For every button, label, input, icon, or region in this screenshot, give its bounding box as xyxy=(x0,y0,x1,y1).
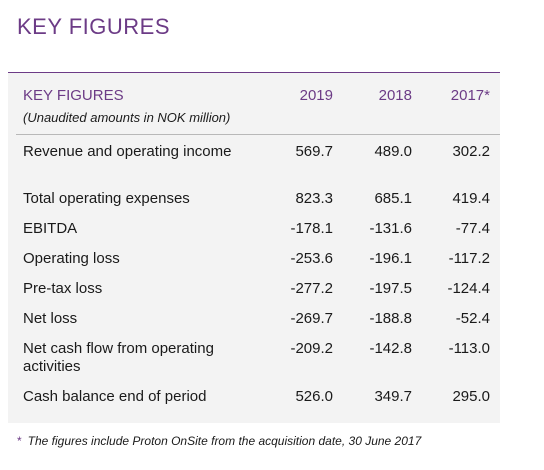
cell-revenue-2019: 569.7 xyxy=(295,143,333,160)
cell-cash-balance-2019: 526.0 xyxy=(295,388,333,405)
cell-cash-balance-2018: 349.7 xyxy=(374,388,412,405)
key-figures-table: KEY FIGURES (Unaudited amounts in NOK mi… xyxy=(8,72,500,423)
header-divider xyxy=(16,134,500,135)
cell-pre-tax-loss-2019: -277.2 xyxy=(290,280,333,297)
cell-net-cash-flow-2018: -142.8 xyxy=(369,340,412,357)
cell-cash-balance-2017: 295.0 xyxy=(452,388,490,405)
row-label-net-cash-flow: Net cash flow from operating activities xyxy=(23,340,214,375)
row-label-total-operating-expenses: Total operating expenses xyxy=(23,190,190,207)
cell-pre-tax-loss-2018: -197.5 xyxy=(369,280,412,297)
cell-ebitda-2017: -77.4 xyxy=(455,220,490,237)
cell-opex-2019: 823.3 xyxy=(295,190,333,207)
cell-revenue-2018: 489.0 xyxy=(374,143,412,160)
footnote-marker: * xyxy=(17,434,22,448)
row-label-cash-balance: Cash balance end of period xyxy=(23,388,207,405)
column-header-2018: 2018 xyxy=(378,87,412,104)
cell-ebitda-2018: -131.6 xyxy=(369,220,412,237)
cell-operating-loss-2018: -196.1 xyxy=(369,250,412,267)
column-header-2017: 2017* xyxy=(450,87,490,104)
row-label-pre-tax-loss: Pre-tax loss xyxy=(23,280,103,297)
table-header-subtitle: (Unaudited amounts in NOK million) xyxy=(23,110,231,125)
row-label-ebitda: EBITDA xyxy=(23,220,78,237)
row-label-net-loss: Net loss xyxy=(23,310,78,327)
cell-pre-tax-loss-2017: -124.4 xyxy=(447,280,490,297)
cell-operating-loss-2017: -117.2 xyxy=(448,250,490,267)
cell-operating-loss-2019: -253.6 xyxy=(290,250,333,267)
cell-net-loss-2018: -188.8 xyxy=(369,310,412,327)
cell-revenue-2017: 302.2 xyxy=(452,143,490,160)
footnote: * The figures include Proton OnSite from … xyxy=(17,434,421,448)
row-label-operating-loss: Operating loss xyxy=(23,250,120,267)
row-label-revenue: Revenue and operating income xyxy=(23,143,232,160)
page-title: KEY FIGURES xyxy=(17,14,171,39)
cell-net-cash-flow-2019: -209.2 xyxy=(290,340,333,357)
table-header-label: KEY FIGURES xyxy=(23,87,124,104)
footnote-text: The figures include Proton OnSite from t… xyxy=(27,434,422,448)
cell-net-loss-2019: -269.7 xyxy=(290,310,333,327)
cell-ebitda-2019: -178.1 xyxy=(290,220,333,237)
column-header-2019: 2019 xyxy=(299,87,333,104)
cell-net-cash-flow-2017: -113.0 xyxy=(448,340,490,357)
cell-opex-2017: 419.4 xyxy=(452,190,490,207)
cell-net-loss-2017: -52.4 xyxy=(455,310,490,327)
cell-opex-2018: 685.1 xyxy=(374,190,412,207)
